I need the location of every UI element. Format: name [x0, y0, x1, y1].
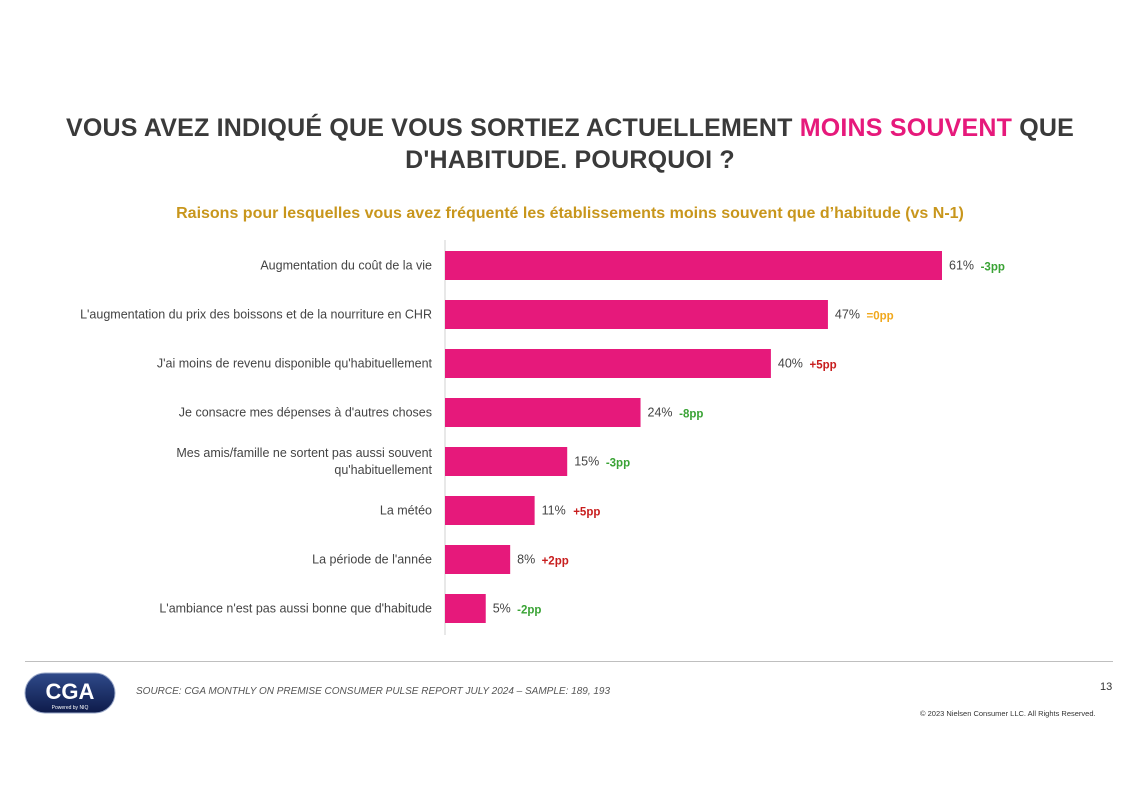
category-label: L'augmentation du prix des boissons et d… — [80, 308, 432, 322]
page-number: 13 — [1100, 681, 1113, 693]
bar — [445, 447, 568, 476]
bar — [445, 251, 942, 280]
footer-divider — [25, 661, 1113, 662]
category-label: Augmentation du coût de la vie — [260, 259, 432, 273]
source-note: SOURCE: CGA MONTHLY ON PREMISE CONSUMER … — [136, 686, 611, 697]
value-label: 8% — [517, 553, 535, 567]
bar — [445, 545, 511, 574]
title-part2: QUE — [1012, 114, 1074, 142]
copyright-notice: © 2023 Nielsen Consumer LLC. All Rights … — [920, 709, 1096, 718]
change-label: +2pp — [542, 556, 569, 568]
category-label: La météo — [380, 504, 432, 518]
category-label: Mes amis/famille ne sortent pas aussi so… — [176, 446, 432, 460]
logo-subtext: Powered by NIQ — [52, 705, 89, 711]
change-label: -8pp — [679, 409, 703, 421]
value-label: 61% — [949, 259, 974, 273]
change-label: -3pp — [606, 458, 630, 470]
page-title: VOUS AVEZ INDIQUÉ QUE VOUS SORTIEZ ACTUE… — [60, 112, 1080, 176]
change-label: +5pp — [573, 507, 600, 519]
category-label: qu'habituellement — [334, 463, 432, 477]
category-label: L'ambiance n'est pas aussi bonne que d'h… — [159, 602, 432, 616]
cga-logo: CGA Powered by NIQ — [24, 672, 116, 714]
value-label: 15% — [574, 455, 599, 469]
title-line2: D'HABITUDE. POURQUOI ? — [405, 146, 735, 174]
category-label: La période de l'année — [312, 553, 432, 567]
logo-text: CGA — [46, 679, 95, 704]
change-label: -3pp — [981, 262, 1005, 274]
value-label: 24% — [648, 406, 673, 420]
bar-chart: Augmentation du coût de la vie 61% -3pp L'a… — [80, 240, 1005, 635]
value-label: 47% — [835, 308, 860, 322]
bar — [445, 300, 828, 329]
title-part1: VOUS AVEZ INDIQUÉ QUE VOUS SORTIEZ ACTUE… — [66, 114, 800, 142]
title-highlight: MOINS SOUVENT — [799, 114, 1013, 142]
bar — [445, 349, 771, 378]
value-label: 11% — [542, 504, 566, 518]
bar — [445, 594, 486, 623]
change-label: +5pp — [810, 360, 837, 372]
chart-subtitle: Raisons pour lesquelles vous avez fréque… — [176, 205, 964, 222]
change-label: -2pp — [517, 605, 541, 617]
change-label: =0pp — [867, 311, 894, 323]
bar — [445, 398, 641, 427]
bar — [445, 496, 535, 525]
value-label: 40% — [778, 357, 803, 371]
value-label: 5% — [493, 602, 511, 616]
category-label: J'ai moins de revenu disponible qu'habit… — [157, 357, 433, 371]
category-label: Je consacre mes dépenses à d'autres chos… — [179, 406, 432, 420]
